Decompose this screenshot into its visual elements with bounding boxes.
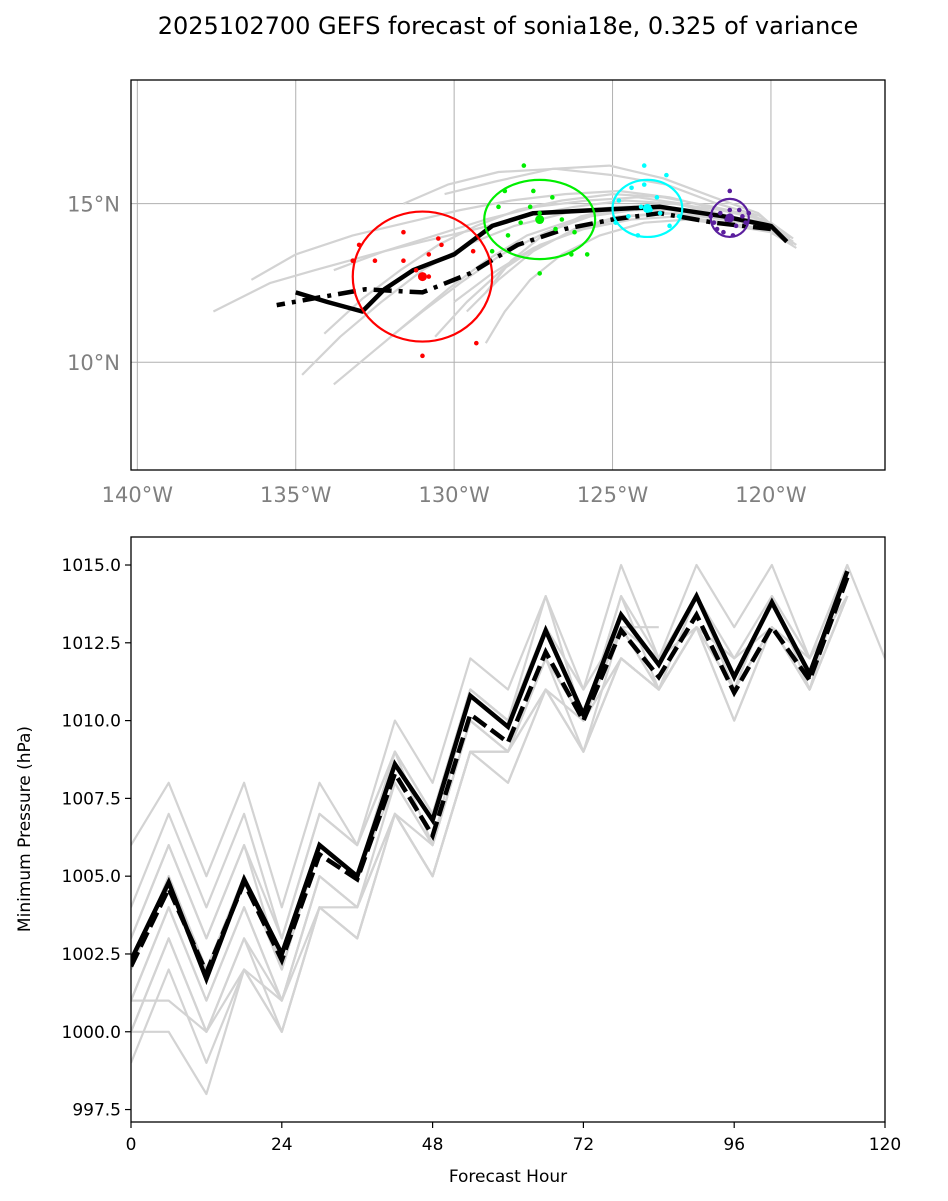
x-tick-label: 48 — [422, 1135, 444, 1155]
pressure-member-line — [131, 626, 659, 940]
member-position-48h — [641, 182, 647, 187]
pressure-frame — [130, 536, 886, 1123]
member-position-72h — [521, 163, 527, 168]
member-position-72h — [537, 210, 542, 216]
x-tick-label: 72 — [573, 1135, 595, 1155]
member-position-72h — [496, 204, 501, 210]
map-ensemble-tracks — [212, 164, 797, 386]
map-uncertainty-ellipses — [351, 178, 750, 343]
pressure-member-line — [131, 595, 849, 1033]
pressure-member-line — [131, 563, 885, 909]
member-position-96h — [436, 236, 441, 241]
x-tick-label: 24 — [271, 1135, 293, 1155]
member-position-24h — [727, 188, 733, 194]
ensemble-member-track — [323, 193, 785, 335]
map-lon-tick-label: 130°W — [418, 483, 490, 507]
member-position-48h — [664, 172, 669, 178]
map-frame — [130, 79, 886, 471]
member-position-96h — [439, 242, 444, 248]
y-tick-label: 1012.5 — [62, 634, 121, 654]
member-position-24h — [736, 207, 742, 213]
member-position-48h — [667, 223, 672, 229]
pressure-mean-lines — [131, 570, 850, 986]
y-tick-label: 1015.0 — [62, 556, 121, 576]
member-position-48h — [638, 204, 644, 210]
member-position-96h — [401, 229, 406, 235]
figure-title: 2025102700 GEFS forecast of sonia18e, 0.… — [157, 12, 859, 40]
ensemble-member-track — [403, 167, 788, 240]
y-tick-label: 1000.0 — [62, 1023, 121, 1043]
member-position-72h — [527, 204, 533, 210]
member-position-96h — [420, 353, 425, 359]
pressure-ticks: 0 24 48 72 96 120 997.5 1000.0 1002.5 1005.0 1007.… — [62, 556, 902, 1155]
x-tick-label: 96 — [723, 1135, 745, 1155]
map-lon-tick-label: 120°W — [735, 483, 807, 507]
x-tick-label: 120 — [869, 1135, 901, 1155]
member-position-96h — [401, 258, 406, 264]
member-position-72h — [584, 252, 590, 257]
y-tick-label: 1010.0 — [62, 712, 121, 732]
member-position-96h — [426, 274, 432, 279]
map-lon-tick-label: 140°W — [102, 483, 174, 507]
member-position-96h — [413, 267, 419, 273]
member-position-72h — [572, 229, 577, 235]
member-position-48h — [626, 214, 631, 219]
member-position-96h — [474, 340, 479, 346]
member-position-96h — [426, 252, 432, 257]
y-tick-label: 1002.5 — [62, 945, 121, 965]
x-tick-label: 0 — [126, 1135, 137, 1155]
map-tick-labels: 140°W 135°W 130°W 125°W 120°W 10°N 15°N — [67, 193, 807, 507]
member-position-72h — [559, 217, 565, 222]
map-member-positions — [350, 163, 752, 359]
member-position-24h — [727, 207, 733, 213]
member-position-72h — [518, 220, 523, 225]
map-lon-tick-label: 135°W — [260, 483, 332, 507]
member-position-72h — [550, 195, 555, 200]
map-lon-tick-label: 125°W — [577, 483, 649, 507]
y-tick-label: 997.5 — [72, 1101, 121, 1121]
uncertainty-ellipse-72h — [483, 178, 597, 261]
member-position-24h — [721, 229, 726, 235]
member-position-72h — [505, 233, 511, 238]
pressure-mean-dashed-line — [131, 576, 850, 979]
member-position-24h — [717, 210, 723, 216]
member-position-24h — [733, 223, 739, 229]
member-position-96h — [470, 248, 476, 254]
ensemble-centroid-48h — [642, 203, 652, 213]
member-position-72h — [537, 271, 542, 276]
ensemble-centroid-72h — [535, 215, 545, 225]
member-position-48h — [629, 185, 634, 191]
uncertainty-ellipse-96h — [351, 210, 494, 343]
pressure-member-line — [131, 626, 623, 1096]
member-position-48h — [641, 163, 647, 168]
x-axis-label: Forecast Hour — [449, 1167, 567, 1187]
uncertainty-ellipse-24h — [709, 197, 750, 239]
ensemble-member-track — [444, 164, 785, 237]
ensemble-centroid-24h — [725, 213, 735, 223]
member-position-72h — [489, 248, 495, 254]
member-position-48h — [657, 210, 663, 216]
mean-track-dashed — [276, 210, 772, 308]
member-position-72h — [531, 188, 536, 194]
ensemble-centroid-96h — [417, 272, 427, 282]
member-position-24h — [740, 214, 745, 219]
pressure-plot-area — [131, 537, 885, 1122]
y-axis-label: Minimum Pressure (hPa) — [15, 726, 35, 932]
member-position-96h — [372, 258, 378, 264]
map-lat-tick-label: 15°N — [67, 193, 120, 217]
map-lat-tick-label: 10°N — [67, 351, 120, 375]
member-position-48h — [654, 195, 660, 200]
y-tick-label: 1005.0 — [62, 867, 121, 887]
member-position-48h — [616, 198, 622, 203]
member-position-72h — [553, 226, 558, 232]
map-gridlines — [131, 80, 885, 470]
uncertainty-ellipse-48h — [611, 178, 684, 239]
y-tick-label: 1007.5 — [62, 789, 121, 809]
